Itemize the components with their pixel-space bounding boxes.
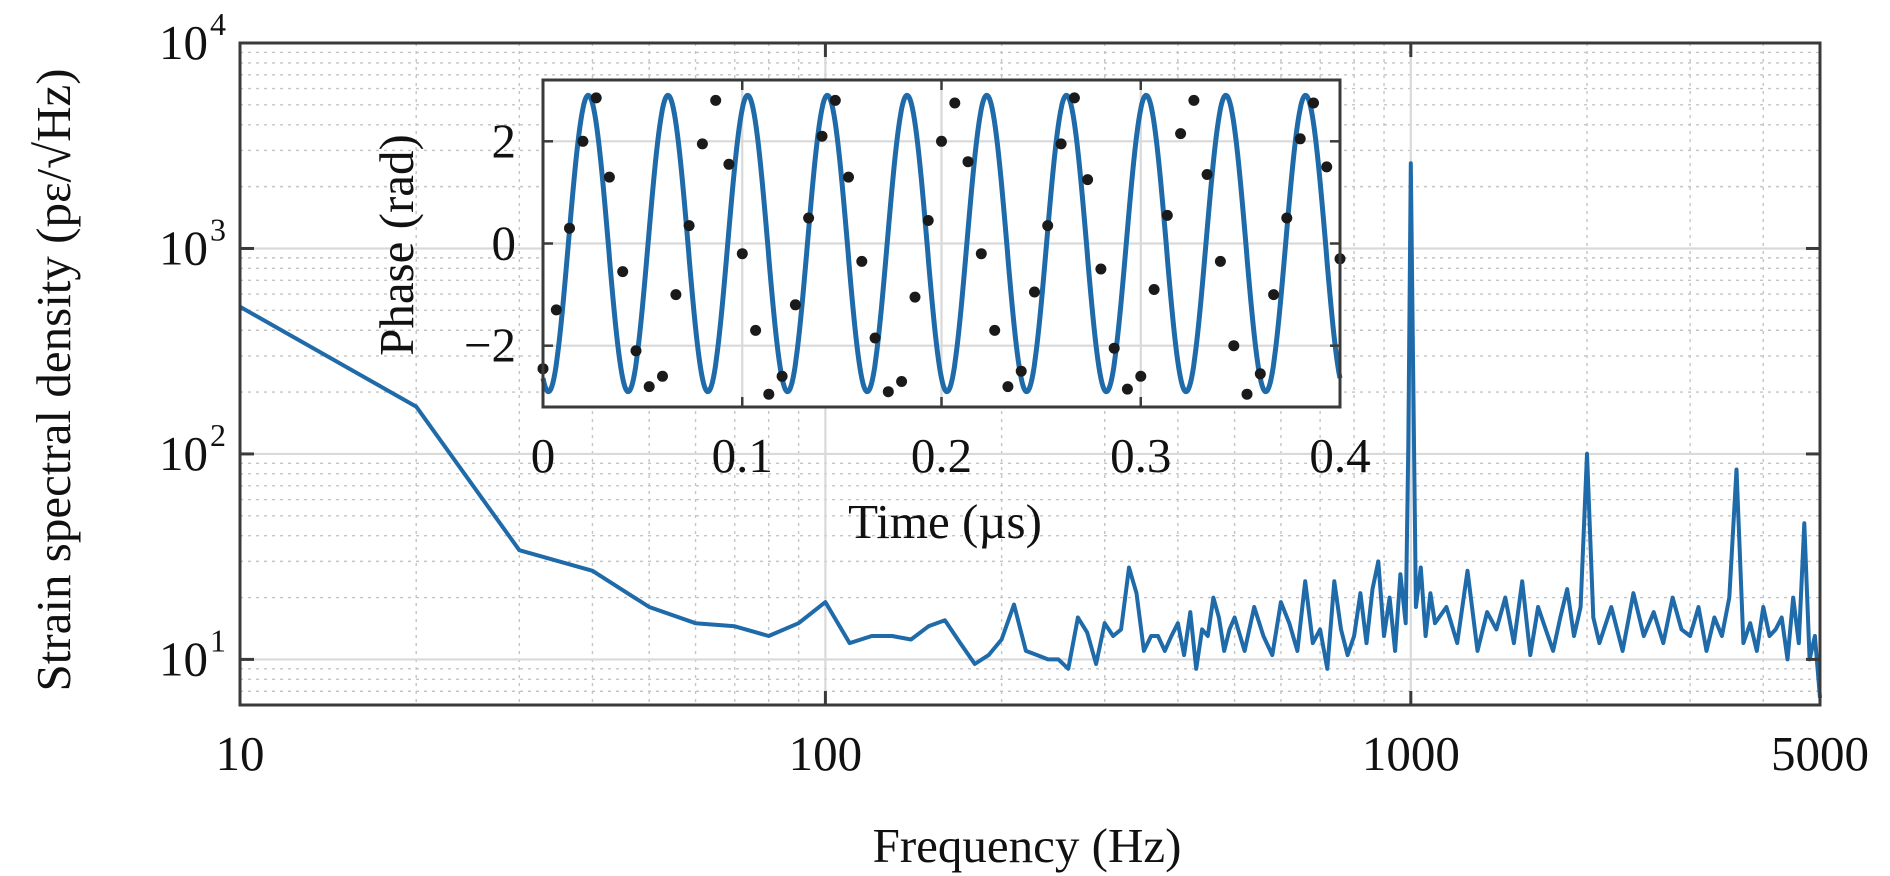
inset-sample-point (829, 94, 841, 106)
main-x-tick-label: 5000 (1771, 726, 1869, 781)
inset-sample-point (1228, 340, 1240, 352)
inset-sample-point (603, 171, 615, 183)
inset-sample-point (657, 370, 668, 382)
inset-sample-point (1161, 209, 1173, 221)
inset-sample-point (1201, 169, 1213, 180)
inset-sample-point (882, 386, 894, 398)
main-y-tick-exponent: 3 (210, 211, 226, 247)
inset-sample-point (1015, 365, 1027, 377)
main-y-tick-label: 10 (159, 426, 208, 481)
main-y-tick-exponent: 1 (210, 622, 226, 658)
inset-sample-point (643, 381, 655, 393)
inset-y-tick-label: 2 (492, 113, 517, 168)
inset-x-tick-label: 0 (531, 428, 556, 483)
main-x-tick-label: 100 (789, 726, 863, 781)
inset-sample-point (936, 135, 947, 147)
inset-sample-point (816, 130, 828, 142)
main-x-axis-label: Frequency (Hz) (873, 818, 1182, 873)
main-y-tick-label: 10 (159, 220, 208, 275)
inset-sample-point (1055, 138, 1067, 150)
main-y-axis-label: Strain spectral density (pε/√Hz) (26, 68, 81, 691)
inset-sample-point (1042, 220, 1054, 232)
inset-sample-point (564, 222, 575, 234)
inset-sample-point (1268, 289, 1280, 301)
spectral-density-line (239, 161, 1822, 699)
inset-sample-point (843, 171, 854, 183)
inset-x-tick-label: 0.2 (911, 428, 972, 483)
main-x-tick-label: 10 (216, 726, 265, 781)
inset-sample-point (710, 94, 722, 106)
inset-sample-point (975, 248, 987, 260)
inset-sample-point (1121, 383, 1133, 395)
inset-sample-point (789, 299, 801, 311)
inset-sample-point (922, 215, 934, 226)
inset-y-tick-label: −2 (464, 318, 516, 373)
inset-fit-curve (540, 92, 1343, 395)
inset-x-tick-label: 0.4 (1309, 428, 1370, 483)
inset-sample-point (962, 156, 974, 168)
inset-sample-point (1188, 94, 1200, 106)
inset-sample-point (896, 376, 908, 387)
inset-sample-point (803, 212, 815, 224)
main-x-tick-label: 1000 (1362, 726, 1460, 781)
inset-sample-point (1068, 92, 1080, 104)
main-axes-frame (238, 41, 1822, 707)
inset-sample-point (776, 370, 788, 382)
inset-sample-point (1108, 342, 1120, 354)
inset-sample-point (683, 220, 695, 232)
inset-sample-point (1308, 97, 1319, 109)
inset-sample-point (763, 388, 775, 400)
inset-sample-point (1214, 255, 1226, 267)
inset-sample-point (630, 345, 642, 357)
inset-sample-point (949, 97, 961, 109)
main-y-tick-exponent: 2 (210, 417, 226, 453)
inset-sample-point (1082, 174, 1094, 186)
inset-sample-point (1175, 128, 1187, 140)
inset-sample-point (550, 304, 562, 316)
inset-sample-point (1095, 263, 1107, 275)
main-y-tick-exponent: 4 (210, 6, 226, 42)
inset-sample-point (670, 289, 682, 301)
inset-sample-markers (537, 92, 1346, 400)
inset-sample-point (696, 138, 708, 150)
inset-sample-point (989, 324, 1001, 336)
inset-sample-point (723, 158, 735, 170)
inset-sample-point (869, 332, 881, 344)
inset-sample-point (1321, 161, 1333, 173)
inset-sample-point (736, 248, 748, 260)
inset-sample-point (1029, 286, 1040, 298)
inset-sample-point (590, 92, 602, 104)
inset-x-axis-label: Time (µs) (848, 494, 1042, 549)
inset-sample-point (750, 324, 762, 336)
inset-sample-point (1254, 368, 1266, 380)
inset-sample-point (1148, 284, 1160, 295)
inset-x-tick-label: 0.1 (712, 428, 773, 483)
inset-sample-point (1002, 381, 1014, 393)
inset-sample-point (1281, 212, 1293, 224)
inset-sample-point (1241, 388, 1253, 400)
inset-y-axis-label: Phase (rad) (369, 134, 424, 356)
main-y-tick-label: 10 (159, 15, 208, 70)
inset-chart: 0 0.1 0.2 0.3 0.4 −2 0 2 (464, 78, 1371, 483)
inset-sample-point (909, 291, 921, 303)
inset-sample-point (856, 255, 868, 267)
inset-sample-point (577, 135, 589, 147)
main-y-tick-label: 10 (159, 631, 208, 686)
inset-sample-point (617, 266, 629, 278)
inset-y-tick-label: 0 (492, 216, 517, 271)
inset-sample-point (1135, 370, 1147, 382)
inset-x-tick-label: 0.3 (1110, 428, 1171, 483)
inset-sample-point (1294, 133, 1306, 145)
